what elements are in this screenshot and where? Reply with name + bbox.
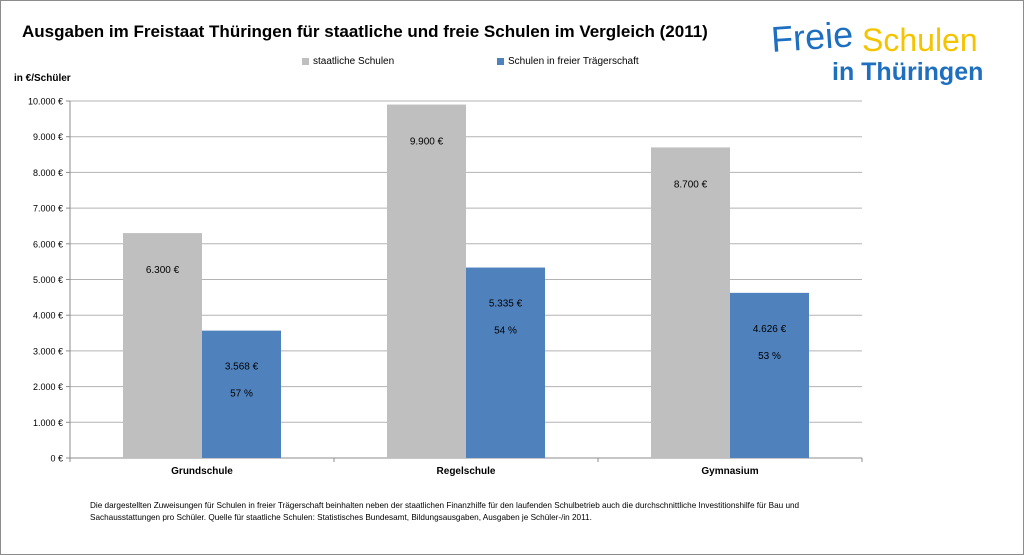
percent-label: 57 % [230,389,253,400]
legend-item-frei: Schulen in freier Trägerschaft [497,56,639,67]
freie-schulen-logo: Freie Schulen in Thüringen [770,18,983,86]
y-tick-label: 4.000 € [33,311,63,321]
data-label: 3.568 € [225,362,259,373]
legend-item-staatliche: staatliche Schulen [302,56,394,67]
x-tick-label: Gymnasium [701,466,758,477]
data-label: 8.700 € [674,179,708,190]
percent-label: 54 % [494,326,517,337]
legend-label-staatliche: staatliche Schulen [313,56,395,67]
svg-text:Schulen: Schulen [862,22,978,58]
x-tick-label: Grundschule [171,466,233,477]
bar [730,292,809,458]
bar [123,233,202,458]
y-tick-label: 1.000 € [33,418,63,428]
bar [651,147,730,458]
bar [387,104,466,458]
data-label: 9.900 € [410,137,444,148]
bar [466,267,545,458]
y-tick-label: 5.000 € [33,275,63,285]
percent-label: 53 % [758,351,781,362]
legend-swatch-frei [497,58,504,65]
footnote: Die dargestellten Zuweisungen für Schule… [90,501,800,522]
y-tick-label: 9.000 € [33,132,63,142]
data-label: 6.300 € [146,265,180,276]
svg-text:Freie: Freie [770,18,854,60]
y-tick-label: 2.000 € [33,382,63,392]
y-tick-label: 3.000 € [33,346,63,356]
bar [202,330,281,458]
legend-label-frei: Schulen in freier Trägerschaft [508,56,639,67]
y-tick-label: 7.000 € [33,204,63,214]
x-tick-label: Regelschule [437,466,496,477]
data-label: 4.626 € [753,324,787,335]
y-tick-label: 8.000 € [33,168,63,178]
y-tick-label: 0 € [50,454,63,464]
y-axis-label: in €/Schüler [14,73,71,84]
svg-text:in Thüringen: in Thüringen [832,58,983,86]
chart-title: Ausgaben im Freistaat Thüringen für staa… [22,22,708,41]
data-label: 5.335 € [489,299,523,310]
y-tick-label: 6.000 € [33,239,63,249]
legend-swatch-staatliche [302,58,309,65]
y-tick-label: 10.000 € [28,97,63,107]
